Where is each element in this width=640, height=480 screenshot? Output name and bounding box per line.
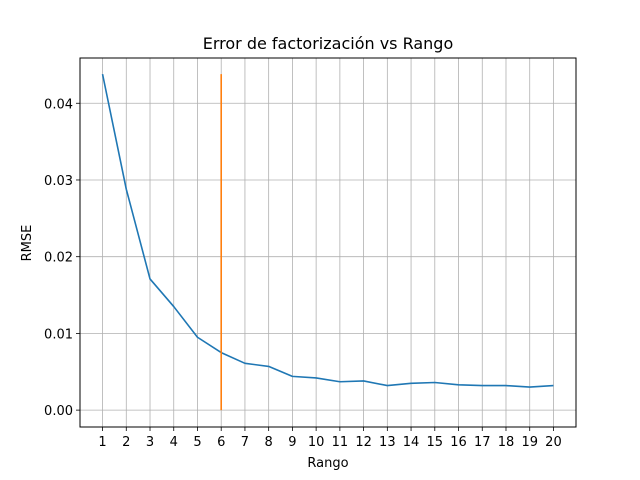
chart-title: Error de factorización vs Rango <box>203 34 454 53</box>
y-axis-label: RMSE <box>20 225 35 262</box>
y-tick-label: 0.01 <box>44 327 73 342</box>
x-tick-label: 18 <box>498 435 515 450</box>
x-tick-label: 9 <box>288 435 296 450</box>
x-tick-label: 14 <box>403 435 420 450</box>
x-tick-label: 17 <box>474 435 491 450</box>
y-axis: 0.00 0.01 0.02 0.03 0.04 <box>44 97 80 419</box>
x-tick-label: 6 <box>217 435 225 450</box>
y-tick-label: 0.03 <box>44 174 73 189</box>
x-tick-label: 10 <box>308 435 325 450</box>
x-tick-label: 2 <box>122 435 130 450</box>
x-axis: 1 2 3 4 5 6 7 8 9 10 11 12 13 14 15 16 17 18 19 20 <box>98 427 562 450</box>
x-tick-label: 5 <box>193 435 201 450</box>
y-tick-label: 0.00 <box>44 404 73 419</box>
x-tick-label: 19 <box>521 435 538 450</box>
y-tick-label: 0.02 <box>44 251 73 266</box>
x-tick-label: 16 <box>450 435 467 450</box>
x-tick-label: 15 <box>427 435 444 450</box>
x-tick-label: 13 <box>379 435 396 450</box>
x-tick-label: 3 <box>146 435 154 450</box>
axes-frame <box>79 57 577 428</box>
x-tick-label: 12 <box>355 435 372 450</box>
y-tick-label: 0.04 <box>44 97 73 112</box>
x-axis-label: Rango <box>307 456 348 471</box>
x-tick-label: 4 <box>170 435 178 450</box>
x-tick-label: 8 <box>265 435 273 450</box>
rmse-series-line <box>101 73 554 388</box>
x-tick-label: 1 <box>98 435 106 450</box>
x-tick-label: 11 <box>332 435 349 450</box>
plot-area <box>101 73 554 411</box>
x-tick-label: 20 <box>545 435 562 450</box>
x-tick-label: 7 <box>241 435 249 450</box>
